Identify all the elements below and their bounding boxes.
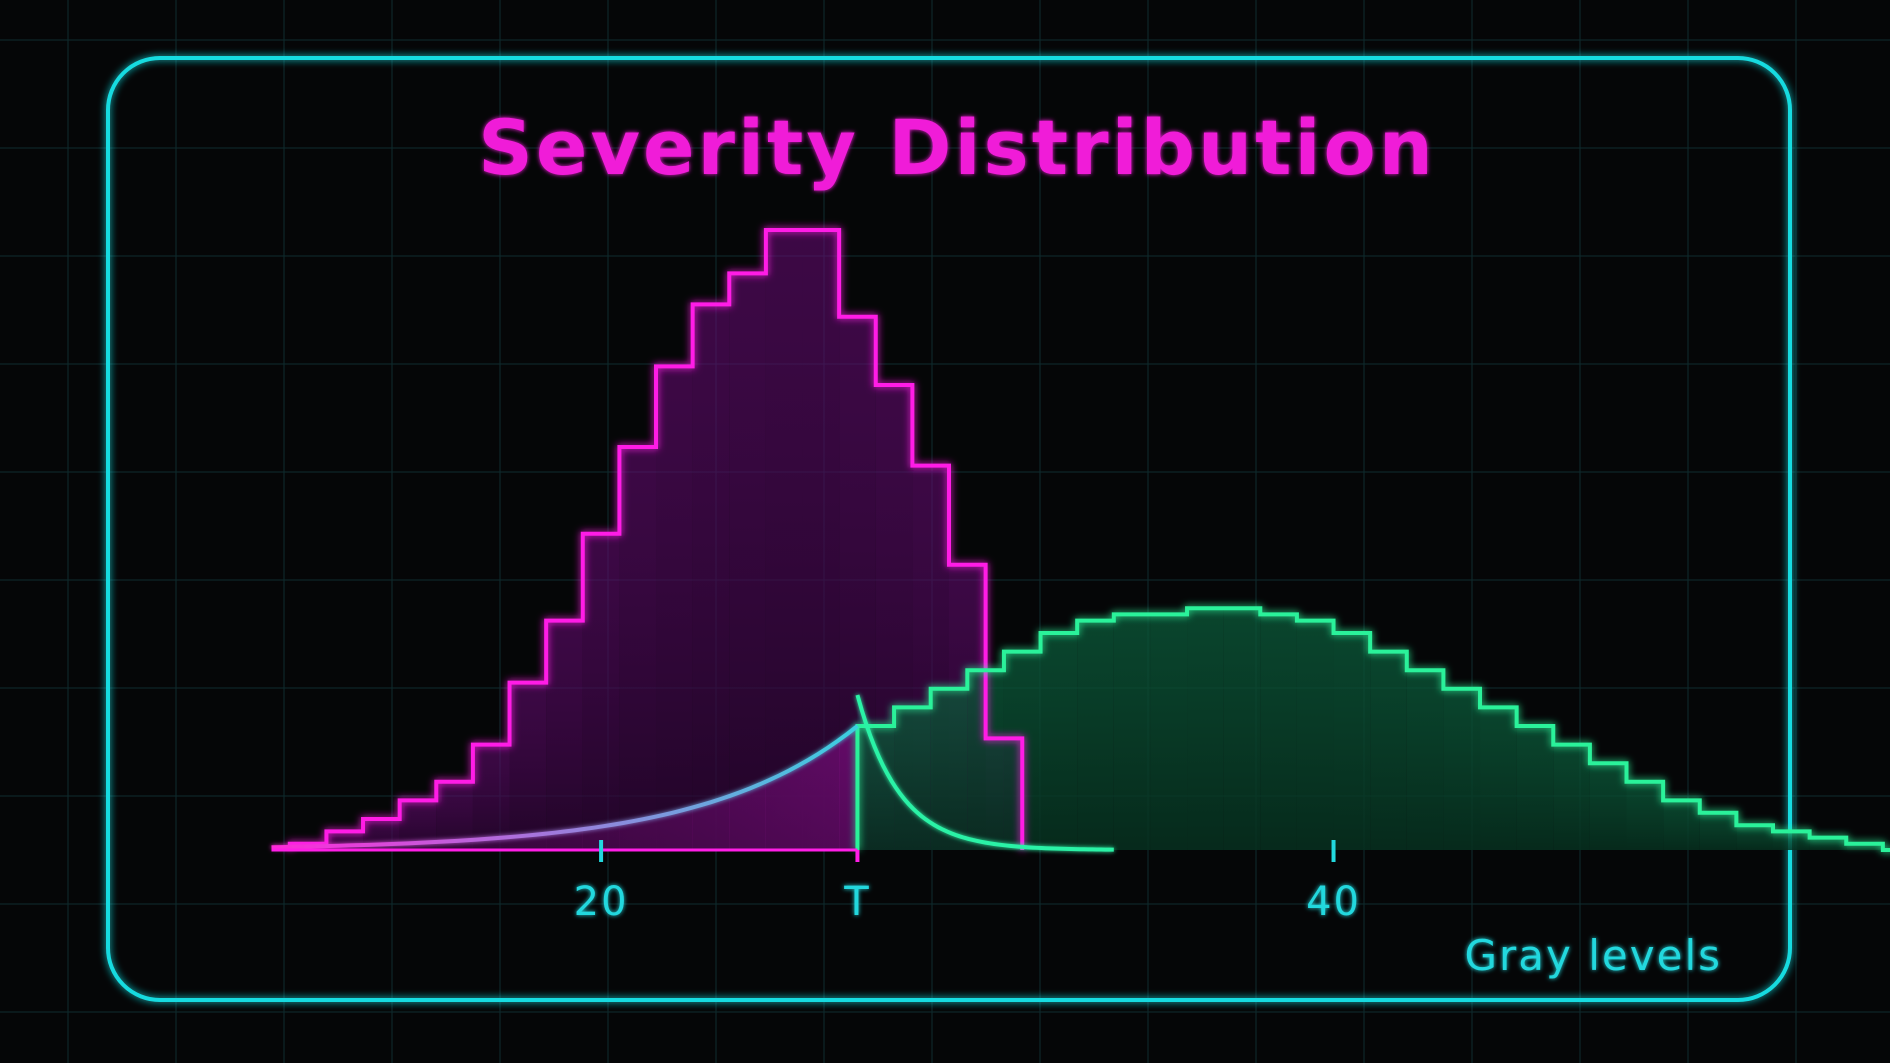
x-axis-label: Gray levels xyxy=(1464,931,1722,980)
high-severity-bar xyxy=(1443,688,1481,850)
series-outlines xyxy=(271,228,1890,864)
high-severity-bar xyxy=(1406,670,1444,850)
overlap-curve-left xyxy=(271,724,859,850)
low-severity-bar xyxy=(546,620,583,850)
low-severity-outline xyxy=(287,228,1025,850)
high-severity-bar xyxy=(1773,831,1810,850)
high-severity-bar xyxy=(1150,614,1188,850)
high-severity-bar xyxy=(1699,812,1737,850)
low-severity-bar xyxy=(765,230,803,850)
low-severity-bar xyxy=(582,533,620,850)
high-severity-bar xyxy=(1553,744,1590,850)
chart-frame xyxy=(106,56,1792,1002)
high-severity-bar xyxy=(1370,651,1407,850)
low-severity-bar xyxy=(509,682,547,850)
low-severity-bar xyxy=(729,273,766,850)
high-severity-bar xyxy=(1077,620,1114,850)
low-severity-bar xyxy=(619,447,657,850)
high-severity-bar xyxy=(1626,781,1664,850)
high-severity-bar xyxy=(1809,837,1847,850)
high-severity-bar xyxy=(1296,620,1334,850)
x-tick-label: 40 xyxy=(1306,879,1361,925)
high-severity-bar xyxy=(1480,707,1517,850)
high-severity-bar xyxy=(1516,726,1554,850)
high-severity-bar xyxy=(1589,763,1627,850)
high-severity-bar xyxy=(1736,825,1773,850)
x-ticks: 20 T 40 xyxy=(574,840,1361,925)
high-severity-bar xyxy=(1663,800,1700,850)
x-tick-label: 20 xyxy=(574,879,629,925)
low-severity-bar xyxy=(692,304,730,850)
threshold-tick-label: T xyxy=(843,879,870,925)
low-severity-bar xyxy=(472,744,510,850)
high-severity-bar xyxy=(1040,633,1078,850)
high-severity-bar xyxy=(894,707,931,850)
chart-title: Severity Distribution xyxy=(478,103,1436,192)
high-severity-outline xyxy=(855,606,1890,852)
histogram-bars xyxy=(289,230,1883,850)
high-severity-bar xyxy=(1846,843,1883,850)
high-severity-bar xyxy=(1113,614,1151,850)
low-severity-bar xyxy=(802,230,840,850)
high-severity-bar xyxy=(1223,608,1261,850)
high-severity-bar xyxy=(1187,608,1224,850)
high-severity-bar xyxy=(1333,633,1371,850)
high-severity-bar xyxy=(1260,614,1297,850)
high-severity-bar xyxy=(930,688,968,850)
low-severity-bar xyxy=(656,366,693,850)
